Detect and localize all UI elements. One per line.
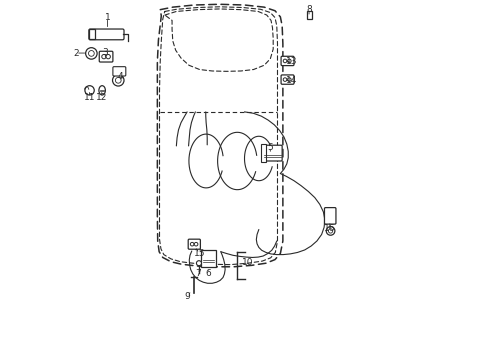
Bar	[88, 30, 95, 40]
Text: 1: 1	[104, 13, 110, 22]
Text: 10: 10	[242, 258, 253, 267]
FancyBboxPatch shape	[113, 67, 125, 76]
Bar	[201, 249, 215, 267]
Circle shape	[196, 261, 201, 266]
Circle shape	[287, 59, 290, 63]
Text: 5: 5	[267, 143, 273, 152]
Bar	[261, 144, 265, 162]
Text: 15: 15	[193, 249, 204, 258]
Circle shape	[194, 242, 198, 246]
FancyBboxPatch shape	[262, 145, 282, 161]
Ellipse shape	[99, 86, 105, 95]
Text: 8: 8	[305, 5, 311, 14]
Bar	[306, 12, 311, 19]
Text: 2: 2	[73, 49, 79, 58]
FancyBboxPatch shape	[324, 208, 335, 224]
Text: 11: 11	[83, 93, 95, 102]
FancyBboxPatch shape	[281, 56, 293, 66]
Circle shape	[102, 54, 106, 59]
Text: 4: 4	[118, 72, 123, 81]
FancyBboxPatch shape	[99, 51, 113, 62]
Text: 16: 16	[324, 224, 335, 233]
Circle shape	[112, 75, 124, 86]
Text: 7: 7	[195, 269, 201, 278]
Text: 9: 9	[184, 292, 190, 301]
Circle shape	[88, 50, 94, 56]
Text: 12: 12	[96, 93, 107, 102]
Circle shape	[85, 86, 94, 95]
Circle shape	[190, 242, 194, 246]
Circle shape	[85, 48, 97, 59]
Text: 3: 3	[102, 48, 108, 57]
Text: 14: 14	[285, 76, 297, 85]
Circle shape	[325, 226, 334, 235]
Text: 13: 13	[285, 57, 297, 66]
FancyBboxPatch shape	[89, 29, 124, 40]
Circle shape	[115, 77, 121, 83]
Circle shape	[328, 229, 332, 233]
Circle shape	[287, 78, 290, 81]
Circle shape	[283, 78, 286, 81]
Circle shape	[283, 59, 286, 63]
Text: 6: 6	[205, 269, 211, 278]
Circle shape	[106, 54, 110, 59]
FancyBboxPatch shape	[281, 75, 293, 84]
FancyBboxPatch shape	[188, 239, 200, 249]
